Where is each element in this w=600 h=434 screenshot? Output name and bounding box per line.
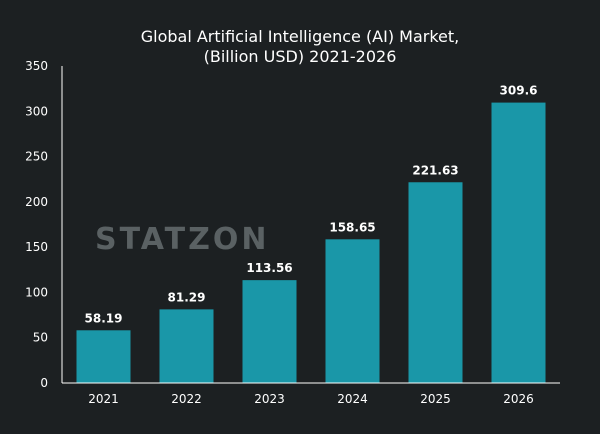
chart-title-line-2: (Billion USD) 2021-2026 xyxy=(204,47,397,66)
bar-2026 xyxy=(491,102,546,384)
y-tick-label: 0 xyxy=(40,376,48,390)
y-axis: 0 50 100 150 200 250 300 350 xyxy=(25,59,63,390)
y-tick-label: 150 xyxy=(25,240,48,254)
y-tick-label: 200 xyxy=(25,195,48,209)
bar-2023 xyxy=(242,280,297,383)
data-labels: 58.19 81.29 113.56 158.65 221.63 309.6 xyxy=(85,84,538,326)
data-label-2023: 113.56 xyxy=(246,261,292,275)
data-label-2022: 81.29 xyxy=(168,290,206,304)
watermark-logo: STATZON xyxy=(95,222,269,257)
bar-2022 xyxy=(159,309,214,383)
bars xyxy=(76,102,546,384)
bar-2021 xyxy=(76,330,131,383)
y-tick-label: 100 xyxy=(25,285,48,299)
y-tick-label: 300 xyxy=(25,104,48,118)
bar-2024 xyxy=(325,239,380,383)
chart-title-line-1: Global Artificial Intelligence (AI) Mark… xyxy=(141,27,460,46)
x-tick-label-2022: 2022 xyxy=(171,392,202,406)
x-tick-label-2024: 2024 xyxy=(337,392,368,406)
bar-2025 xyxy=(408,182,463,383)
x-axis: 2021 2022 2023 2024 2025 2026 xyxy=(62,382,560,406)
x-tick-label-2025: 2025 xyxy=(420,392,451,406)
y-tick-label: 50 xyxy=(33,331,48,345)
x-tick-label-2021: 2021 xyxy=(88,392,119,406)
x-tick-label-2026: 2026 xyxy=(503,392,534,406)
data-label-2021: 58.19 xyxy=(85,311,123,325)
data-label-2024: 158.65 xyxy=(329,220,375,234)
x-tick-label-2023: 2023 xyxy=(254,392,285,406)
y-tick-label: 350 xyxy=(25,59,48,73)
y-tick-label: 250 xyxy=(25,150,48,164)
data-label-2025: 221.63 xyxy=(412,163,458,177)
data-label-2026: 309.6 xyxy=(500,84,538,98)
